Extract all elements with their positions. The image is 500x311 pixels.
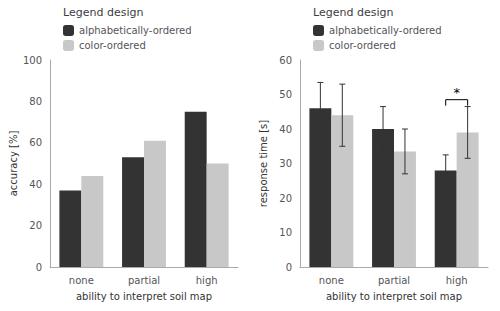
svg-text:20: 20 <box>279 193 292 204</box>
svg-text:40: 40 <box>29 179 42 190</box>
svg-text:none: none <box>69 275 94 286</box>
svg-text:high: high <box>446 275 468 286</box>
svg-text:60: 60 <box>279 55 292 66</box>
svg-text:100: 100 <box>23 55 42 66</box>
svg-text:10: 10 <box>279 227 292 238</box>
svg-text:response time [s]: response time [s] <box>258 120 269 207</box>
svg-text:60: 60 <box>29 137 42 148</box>
svg-text:color-ordered: color-ordered <box>329 40 396 51</box>
svg-text:20: 20 <box>29 220 42 231</box>
svg-text:Legend design: Legend design <box>63 6 143 19</box>
svg-text:alphabetically-ordered: alphabetically-ordered <box>79 25 192 36</box>
svg-text:alphabetically-ordered: alphabetically-ordered <box>329 25 442 36</box>
svg-text:80: 80 <box>29 96 42 107</box>
svg-text:partial: partial <box>378 275 410 286</box>
svg-text:high: high <box>196 275 218 286</box>
svg-text:accuracy [%]: accuracy [%] <box>8 131 19 197</box>
svg-text:ability to interpret soil map: ability to interpret soil map <box>76 291 212 302</box>
svg-text:30: 30 <box>279 158 292 169</box>
svg-text:ability to interpret soil map: ability to interpret soil map <box>326 291 462 302</box>
svg-text:Legend design: Legend design <box>313 6 393 19</box>
svg-text:none: none <box>319 275 344 286</box>
svg-text:50: 50 <box>279 89 292 100</box>
svg-text:0: 0 <box>286 262 292 273</box>
svg-text:40: 40 <box>279 124 292 135</box>
svg-text:partial: partial <box>128 275 160 286</box>
svg-text:*: * <box>453 85 460 100</box>
svg-text:color-ordered: color-ordered <box>79 40 146 51</box>
svg-text:0: 0 <box>36 262 42 273</box>
